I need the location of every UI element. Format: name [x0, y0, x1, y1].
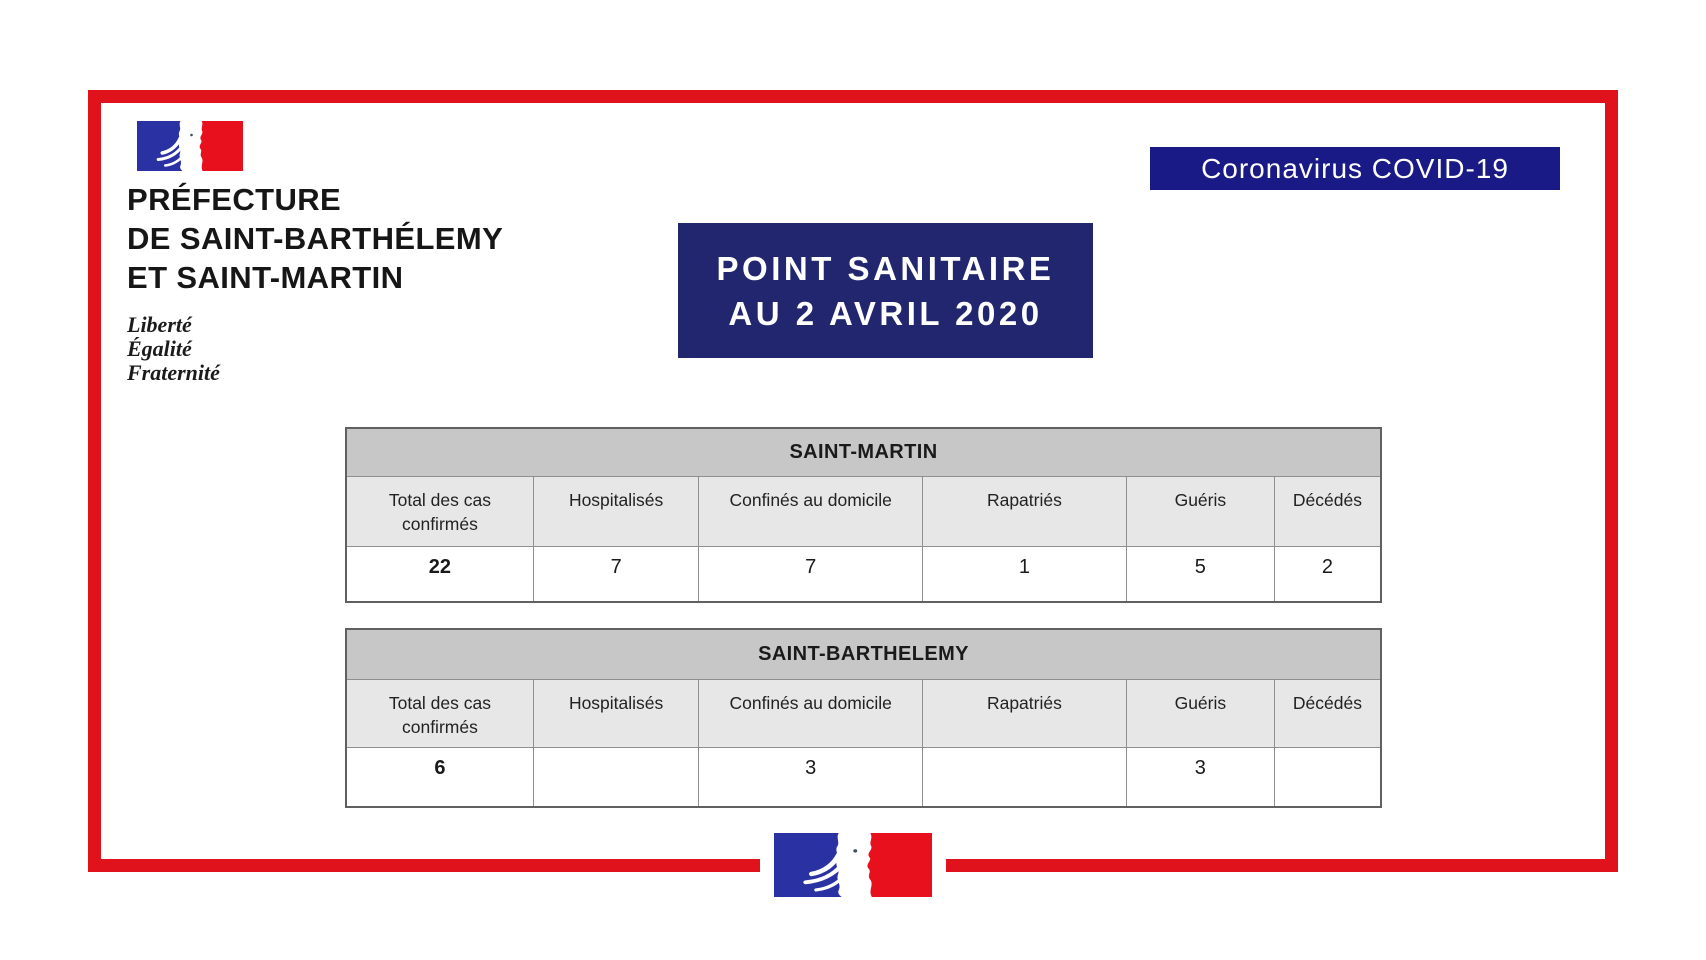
value-cell-confines: 3	[698, 746, 923, 808]
republic-motto: Liberté Égalité Fraternité	[127, 313, 503, 385]
table-saint-martin: SAINT-MARTIN Total des cas confirmés Hos…	[345, 427, 1382, 603]
motto-line-fraternite: Fraternité	[127, 360, 220, 385]
value-cell-rapatries	[921, 746, 1127, 808]
column-header-gueris: Guéris	[1125, 678, 1275, 748]
column-header-hospitalises: Hospitalisés	[532, 678, 700, 748]
value-cell-hospitalises: 7	[532, 545, 700, 603]
column-header-decedes: Décédés	[1273, 475, 1382, 547]
prefecture-title: PRÉFECTURE DE SAINT-BARTHÉLEMY ET SAINT-…	[127, 180, 503, 297]
footer-logo-box	[760, 831, 946, 898]
column-header-confines: Confinés au domicile	[698, 475, 923, 547]
column-header-confines: Confinés au domicile	[698, 678, 923, 748]
prefecture-title-line-1: PRÉFECTURE	[127, 182, 342, 217]
prefecture-title-line-3: ET SAINT-MARTIN	[127, 260, 404, 295]
table-title-saint-martin: SAINT-MARTIN	[345, 427, 1382, 477]
column-header-gueris: Guéris	[1125, 475, 1275, 547]
column-header-rapatries: Rapatriés	[921, 475, 1127, 547]
value-cell-gueris: 3	[1125, 746, 1275, 808]
value-cell-total-cas: 6	[345, 746, 534, 808]
table-saint-barthelemy: SAINT-BARTHELEMY Total des cas confirmés…	[345, 628, 1382, 808]
motto-line-egalite: Égalité	[127, 336, 192, 361]
page-border-frame	[88, 90, 1618, 872]
value-cell-rapatries: 1	[921, 545, 1127, 603]
marianne-flag-icon	[774, 833, 932, 897]
prefecture-title-line-2: DE SAINT-BARTHÉLEMY	[127, 221, 504, 256]
value-cell-decedes	[1273, 746, 1382, 808]
bulletin-title-box: POINT SANITAIRE AU 2 AVRIL 2020	[678, 223, 1093, 358]
column-header-rapatries: Rapatriés	[921, 678, 1127, 748]
motto-line-liberte: Liberté	[127, 312, 192, 337]
table-title-saint-barthelemy: SAINT-BARTHELEMY	[345, 628, 1382, 680]
table-row: 6 3 3	[345, 746, 1382, 808]
column-header-total-cas: Total des cas confirmés	[345, 678, 534, 748]
prefecture-brand-block: PRÉFECTURE DE SAINT-BARTHÉLEMY ET SAINT-…	[127, 121, 503, 385]
value-cell-confines: 7	[698, 545, 923, 603]
value-cell-gueris: 5	[1125, 545, 1275, 603]
value-cell-decedes: 2	[1273, 545, 1382, 603]
column-header-hospitalises: Hospitalisés	[532, 475, 700, 547]
table-row: 22 7 7 1 5 2	[345, 545, 1382, 603]
value-cell-hospitalises	[532, 746, 700, 808]
value-cell-total-cas: 22	[345, 545, 534, 603]
bulletin-title-line-2: AU 2 AVRIL 2020	[728, 294, 1043, 332]
column-header-total-cas: Total des cas confirmés	[345, 475, 534, 547]
marianne-flag-icon	[137, 121, 243, 171]
bulletin-title-line-1: POINT SANITAIRE	[716, 249, 1055, 287]
column-header-decedes: Décédés	[1273, 678, 1382, 748]
covid-19-badge: Coronavirus COVID-19	[1150, 147, 1560, 190]
